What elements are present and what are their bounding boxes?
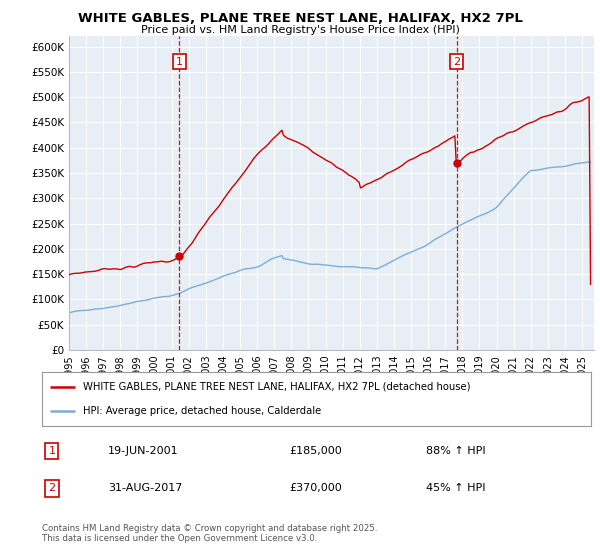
- Text: Price paid vs. HM Land Registry's House Price Index (HPI): Price paid vs. HM Land Registry's House …: [140, 25, 460, 35]
- Text: Contains HM Land Registry data © Crown copyright and database right 2025.
This d: Contains HM Land Registry data © Crown c…: [42, 524, 377, 543]
- Text: 1: 1: [176, 57, 183, 67]
- Text: £185,000: £185,000: [289, 446, 342, 456]
- Text: 19-JUN-2001: 19-JUN-2001: [108, 446, 179, 456]
- Text: 88% ↑ HPI: 88% ↑ HPI: [427, 446, 486, 456]
- Text: £370,000: £370,000: [289, 483, 342, 493]
- Text: 2: 2: [453, 57, 460, 67]
- Text: 2: 2: [49, 483, 55, 493]
- Text: 45% ↑ HPI: 45% ↑ HPI: [427, 483, 486, 493]
- Text: WHITE GABLES, PLANE TREE NEST LANE, HALIFAX, HX2 7PL: WHITE GABLES, PLANE TREE NEST LANE, HALI…: [77, 12, 523, 25]
- Text: 1: 1: [49, 446, 55, 456]
- Text: 31-AUG-2017: 31-AUG-2017: [108, 483, 182, 493]
- Text: HPI: Average price, detached house, Calderdale: HPI: Average price, detached house, Cald…: [83, 406, 322, 416]
- Text: WHITE GABLES, PLANE TREE NEST LANE, HALIFAX, HX2 7PL (detached house): WHITE GABLES, PLANE TREE NEST LANE, HALI…: [83, 382, 470, 392]
